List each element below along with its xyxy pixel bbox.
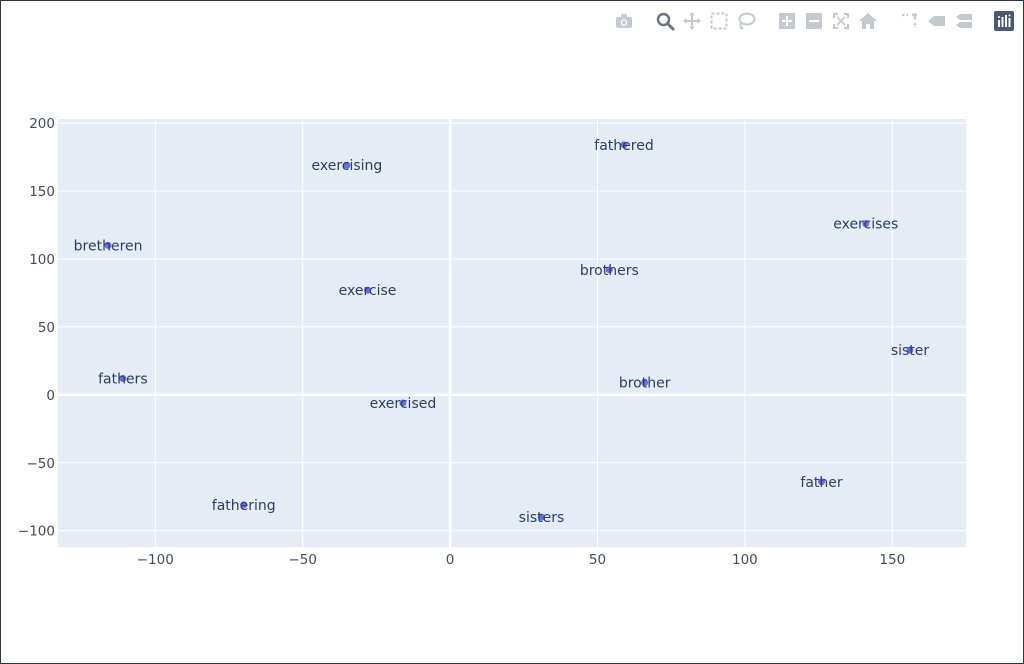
y-tick-label: 150 — [29, 184, 55, 200]
x-tick-label: 100 — [732, 552, 758, 568]
point-label: sisters — [519, 510, 565, 526]
point-label: fathers — [98, 372, 148, 388]
scatter-point[interactable] — [818, 478, 826, 486]
x-tick-label: 50 — [589, 552, 606, 568]
scatter-point[interactable] — [104, 241, 112, 249]
modebar-group — [651, 9, 759, 33]
scatter-point[interactable] — [620, 141, 628, 149]
scatter-point[interactable] — [399, 399, 407, 407]
y-tick-label: 100 — [29, 252, 55, 268]
lasso-select-icon[interactable] — [732, 9, 759, 33]
y-tick-label: 50 — [38, 320, 55, 336]
modebar-group — [990, 9, 1017, 33]
box-select-icon[interactable] — [705, 9, 732, 33]
y-tick-label: 0 — [46, 388, 55, 404]
hover-closest-icon[interactable] — [922, 9, 949, 33]
x-tick-label: −50 — [288, 552, 317, 568]
zoom-out-icon[interactable] — [800, 9, 827, 33]
point-label: brother — [619, 376, 671, 392]
zoom-icon[interactable] — [651, 9, 678, 33]
y-tick-label: −100 — [18, 524, 55, 540]
spike-lines-icon[interactable] — [895, 9, 922, 33]
plot-area[interactable] — [58, 119, 966, 547]
scatter-point[interactable] — [343, 161, 351, 169]
point-label: exercises — [833, 217, 898, 233]
x-tick-label: −100 — [137, 552, 174, 568]
point-label: exercise — [339, 283, 397, 299]
point-label: fathering — [212, 498, 276, 514]
pan-icon[interactable] — [678, 9, 705, 33]
modebar-group — [610, 9, 637, 33]
modebar-group — [895, 9, 976, 33]
x-tick-label: 0 — [446, 552, 455, 568]
hover-compare-icon[interactable] — [949, 9, 976, 33]
y-tick-label: 200 — [29, 116, 55, 132]
x-tick-label: 150 — [879, 552, 905, 568]
point-label: brothers — [580, 263, 639, 279]
scatter-point[interactable] — [906, 346, 914, 354]
point-label: exercised — [370, 396, 437, 412]
scatter-point[interactable] — [364, 286, 372, 294]
scatter-point[interactable] — [119, 375, 127, 383]
zoom-in-icon[interactable] — [773, 9, 800, 33]
point-label: father — [800, 475, 842, 491]
point-label: bretheren — [74, 238, 143, 254]
autoscale-icon[interactable] — [827, 9, 854, 33]
camera-icon[interactable] — [610, 9, 637, 33]
scatter-point[interactable] — [240, 501, 248, 509]
y-tick-label: −50 — [27, 456, 56, 472]
home-icon[interactable] — [854, 9, 881, 33]
scatter-point[interactable] — [605, 266, 613, 274]
scatter-point[interactable] — [537, 513, 545, 521]
point-label: exercising — [311, 158, 382, 174]
point-label: sister — [891, 343, 930, 359]
point-label: fathered — [594, 138, 653, 154]
scatter-point[interactable] — [641, 379, 649, 387]
plotly-logo-icon[interactable] — [990, 9, 1017, 33]
modebar — [596, 9, 1017, 33]
scatter-point[interactable] — [862, 220, 870, 228]
modebar-group — [773, 9, 881, 33]
